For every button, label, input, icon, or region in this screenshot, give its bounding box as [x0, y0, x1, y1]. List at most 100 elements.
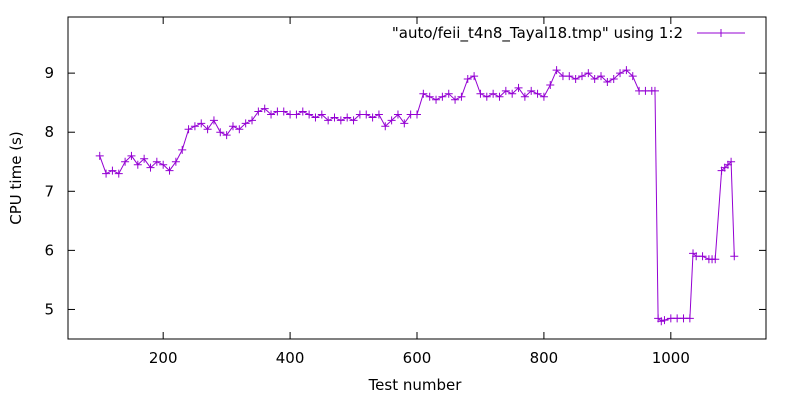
data-point: [616, 69, 625, 78]
legend-marker-plus: [717, 29, 725, 37]
data-point: [260, 104, 269, 113]
data-point: [184, 125, 193, 134]
legend: "auto/feii_t4n8_Tayal18.tmp" using 1:2: [392, 24, 745, 43]
data-point: [279, 107, 288, 116]
data-point: [241, 119, 250, 128]
data-point: [305, 110, 314, 119]
data-point: [95, 151, 104, 160]
data-point: [108, 166, 117, 175]
y-tick-label: 8: [44, 123, 54, 141]
data-point: [140, 154, 149, 163]
data-point: [336, 116, 345, 125]
data-point: [127, 151, 136, 160]
data-point: [470, 72, 479, 81]
data-point: [565, 72, 574, 81]
data-point: [533, 89, 542, 98]
data-point: [152, 157, 161, 166]
data-point: [489, 89, 498, 98]
data-point: [650, 86, 659, 95]
data-point: [698, 252, 707, 261]
y-tick-label: 7: [44, 182, 54, 200]
data-point: [685, 314, 694, 323]
y-tick-label: 5: [44, 300, 54, 318]
data-point: [362, 110, 371, 119]
data-point: [343, 113, 352, 122]
data-point: [577, 72, 586, 81]
data-point: [292, 110, 301, 119]
data-point: [298, 107, 307, 116]
data-point: [495, 92, 504, 101]
data-point: [209, 116, 218, 125]
x-tick-label: 600: [403, 349, 432, 367]
data-point: [457, 92, 466, 101]
data-point: [711, 255, 720, 264]
data-point: [546, 80, 555, 89]
data-point: [317, 110, 326, 119]
data-point: [400, 119, 409, 128]
data-point: [349, 116, 358, 125]
x-tick-label: 800: [530, 349, 559, 367]
data-point: [146, 163, 155, 172]
data-point: [419, 89, 428, 98]
data-point: [628, 72, 637, 81]
data-point: [381, 122, 390, 131]
data-point: [463, 75, 472, 84]
data-point: [476, 89, 485, 98]
data-point: [432, 95, 441, 104]
x-tick-label: 1000: [652, 349, 690, 367]
data-point: [203, 125, 212, 134]
data-point: [609, 75, 618, 84]
data-point: [539, 92, 548, 101]
x-axis-title: Test number: [368, 376, 463, 394]
data-point: [324, 116, 333, 125]
x-tick-label: 400: [276, 349, 305, 367]
data-point: [178, 145, 187, 154]
y-tick-label: 6: [44, 241, 54, 259]
y-tick-label: 9: [44, 64, 54, 82]
data-point: [622, 66, 631, 75]
data-point: [482, 92, 491, 101]
data-point: [121, 157, 130, 166]
series-line: [99, 69, 735, 322]
data-point: [727, 157, 736, 166]
data-point: [190, 122, 199, 131]
data-point: [584, 69, 593, 78]
data-point: [248, 116, 257, 125]
data-point: [425, 92, 434, 101]
series-group: [95, 66, 739, 326]
data-point: [603, 77, 612, 86]
data-point: [159, 160, 168, 169]
data-point: [527, 86, 536, 95]
data-point: [311, 113, 320, 122]
data-point: [165, 166, 174, 175]
data-point: [571, 75, 580, 84]
data-point: [235, 125, 244, 134]
legend-marker: [717, 29, 725, 37]
data-point: [552, 66, 561, 75]
data-point: [597, 72, 606, 81]
data-point: [657, 317, 666, 326]
data-point: [393, 110, 402, 119]
data-point: [228, 122, 237, 131]
data-point: [413, 110, 421, 119]
y-axis: 5 6 7 8 9: [44, 64, 766, 318]
x-axis: 200 400 600 800 1000: [149, 17, 690, 367]
data-point: [171, 157, 180, 166]
data-point: [508, 89, 517, 98]
data-point: [216, 128, 225, 137]
data-point: [222, 131, 231, 140]
y-axis-title: CPU time (s): [7, 131, 25, 224]
data-point: [197, 119, 206, 128]
data-point: [133, 160, 142, 169]
data-point: [444, 89, 453, 98]
data-point: [514, 83, 523, 92]
data-point: [254, 107, 263, 116]
data-point: [374, 110, 383, 119]
data-point: [114, 169, 123, 178]
data-point: [590, 75, 599, 84]
data-point: [438, 92, 447, 101]
legend-label: "auto/feii_t4n8_Tayal18.tmp" using 1:2: [392, 24, 683, 43]
data-point: [102, 169, 111, 178]
data-point: [330, 113, 339, 122]
